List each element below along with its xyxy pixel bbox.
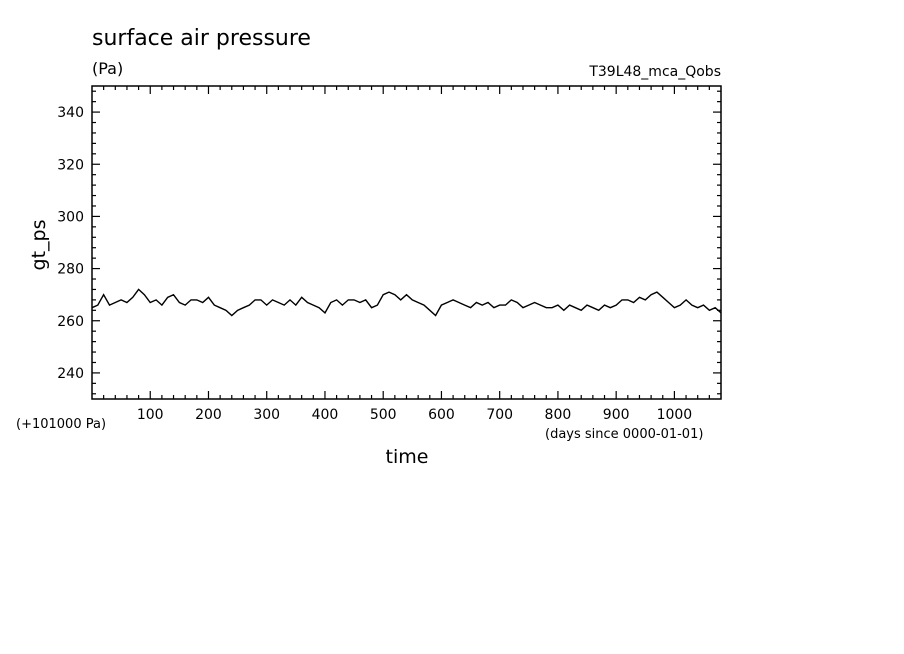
y-tick-label: 340 [57,105,84,121]
x-tick-label: 300 [253,407,280,423]
x-tick-label: 100 [137,407,164,423]
x-tick-labels: 100 200 300 400 500 600 700 800 900 1000 [137,407,692,423]
y-tick-label: 260 [57,314,84,330]
chart-units: (Pa) [92,59,123,78]
y-tick-label: 320 [57,157,84,173]
run-name: T39L48_mca_Qobs [588,64,721,80]
x-axis-label: time [386,446,429,468]
y-axis-label: gt_ps [28,220,50,271]
plot-frame [91,85,722,400]
x-tick-label: 700 [486,407,513,423]
x-tick-label: 800 [545,407,572,423]
x-tick-label: 600 [428,407,455,423]
y-tick-labels: 240 260 280 300 320 340 [57,105,84,382]
tick-marks [92,86,721,399]
series-line [91,288,722,317]
x-tick-label: 900 [603,407,630,423]
chart-title: surface air pressure [92,26,311,51]
x-tick-label: 500 [370,407,397,423]
y-tick-label: 240 [57,366,84,382]
x-tick-label: 200 [195,407,222,423]
x-tick-label: 400 [312,407,339,423]
y-offset-note: (+101000 Pa) [16,417,106,432]
y-tick-label: 280 [57,262,84,278]
y-tick-label: 300 [57,209,84,225]
x-tick-label: 1000 [657,407,693,423]
x-units-note: (days since 0000-01-01) [545,427,703,442]
